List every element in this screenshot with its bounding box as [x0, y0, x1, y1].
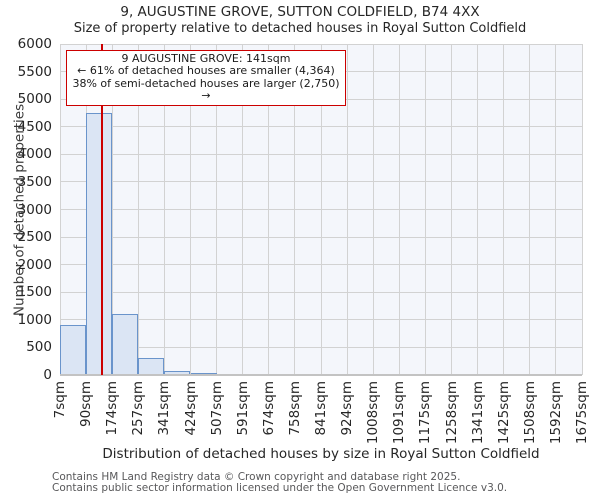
histogram-bar — [138, 358, 165, 375]
x-tick-label: 758sqm — [286, 381, 303, 436]
x-gridline — [581, 44, 583, 375]
histogram-bar — [112, 314, 139, 375]
annotation-property-line: 9 AUGUSTINE GROVE: 141sqm — [121, 52, 291, 65]
x-tick-label: 1508sqm — [521, 381, 538, 445]
y-tick-label: 3000 — [17, 201, 52, 218]
y-tick-label: 3500 — [17, 173, 52, 190]
x-gridline — [555, 44, 557, 375]
x-gridline — [242, 44, 244, 375]
x-tick-label: 1175sqm — [417, 381, 434, 445]
histogram-bar — [164, 371, 191, 375]
x-tick-label: 924sqm — [339, 381, 356, 436]
y-tick-label: 500 — [26, 339, 52, 356]
x-tick-label: 1425sqm — [495, 381, 512, 445]
x-gridline — [163, 44, 165, 375]
y-tick-label: 4000 — [17, 146, 52, 163]
x-gridline — [372, 44, 374, 375]
y-tick-label: 5500 — [17, 63, 52, 80]
x-tick-label: 90sqm — [78, 381, 95, 427]
x-tick-label: 674sqm — [260, 381, 277, 436]
x-gridline — [398, 44, 400, 375]
x-tick-label: 1675sqm — [574, 381, 590, 445]
x-gridline — [346, 44, 348, 375]
x-gridline — [216, 44, 218, 375]
x-tick-label: 841sqm — [313, 381, 329, 436]
y-tick-label: 2500 — [17, 229, 52, 246]
y-tick-label: 6000 — [17, 36, 52, 52]
footer-copyright-line: Contains HM Land Registry data © Crown c… — [52, 471, 461, 483]
y-tick-label: 0 — [43, 367, 52, 383]
histogram-bar — [60, 325, 87, 375]
y-tick-label: 5000 — [17, 91, 52, 108]
histogram-bar — [86, 112, 113, 375]
x-tick-label: 591sqm — [234, 381, 251, 436]
annotation-smaller-line: ← 61% of detached houses are smaller (4,… — [77, 64, 335, 78]
x-gridline — [190, 44, 191, 375]
x-tick-label: 1592sqm — [547, 381, 564, 445]
x-gridline — [137, 44, 139, 375]
x-gridline — [294, 44, 296, 375]
x-tick-label: 507sqm — [208, 381, 225, 436]
x-gridline — [451, 44, 452, 375]
y-tick-label: 1500 — [17, 284, 52, 301]
x-tick-label: 7sqm — [52, 381, 68, 419]
y-tick-label: 4500 — [17, 118, 52, 135]
x-tick-label: 257sqm — [130, 381, 147, 436]
x-gridline — [503, 44, 505, 375]
x-gridline — [424, 44, 426, 375]
x-gridline — [477, 44, 479, 375]
x-tick-label: 1091sqm — [391, 381, 408, 445]
x-tick-label: 1258sqm — [443, 381, 460, 445]
x-axis-title: Distribution of detached houses by size … — [102, 446, 540, 462]
x-tick-label: 1008sqm — [365, 381, 382, 445]
chart-title: 9, AUGUSTINE GROVE, SUTTON COLDFIELD, B7… — [120, 4, 480, 20]
annotation-box: 9 AUGUSTINE GROVE: 141sqm ← 61% of detac… — [66, 50, 346, 107]
x-gridline — [529, 44, 531, 375]
x-tick-label: 424sqm — [182, 381, 199, 436]
x-tick-label: 174sqm — [104, 381, 121, 436]
x-gridline — [111, 44, 113, 375]
y-tick-label: 2000 — [17, 256, 52, 273]
x-gridline — [59, 44, 61, 375]
chart-subtitle: Size of property relative to detached ho… — [73, 21, 527, 36]
y-tick-label: 1000 — [17, 311, 52, 328]
x-gridline — [320, 44, 322, 375]
property-marker-line — [100, 44, 103, 375]
x-axis-line — [60, 374, 582, 376]
x-tick-label: 1341sqm — [469, 381, 486, 445]
footer-licence-line: Contains public sector information licen… — [52, 482, 508, 494]
x-tick-label: 341sqm — [156, 381, 173, 436]
annotation-larger-line: 38% of semi-detached houses are larger (… — [72, 76, 340, 102]
x-gridline — [268, 44, 270, 375]
